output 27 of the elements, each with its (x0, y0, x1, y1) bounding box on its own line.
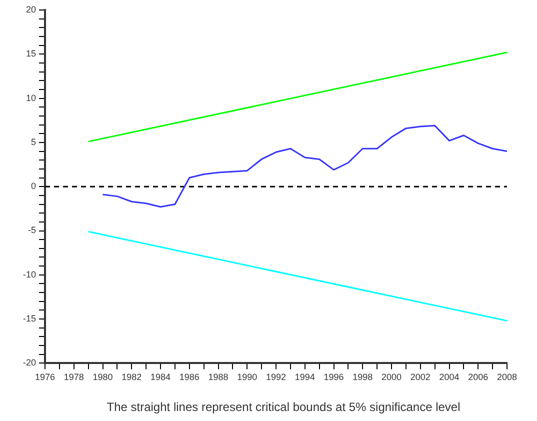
y-tick-label: 15 (26, 48, 36, 59)
x-tick-label: 1982 (122, 372, 142, 382)
y-tick-label: -5 (28, 225, 36, 236)
x-tick-label: 2004 (439, 372, 460, 382)
x-tick-label: 2002 (410, 372, 430, 382)
y-tick-label: -20 (22, 358, 36, 368)
y-tick-label: -15 (22, 314, 36, 324)
x-tick-label: 1986 (179, 372, 200, 382)
text: The straight lines represent critical bounds at 5% significance level (106, 400, 460, 414)
x-tick-label: 1984 (150, 372, 171, 382)
x-tick-label: 1990 (237, 372, 258, 382)
x-tick-label: 1996 (324, 372, 344, 382)
y-tick-label: 0 (30, 181, 36, 192)
y-tick-label: 10 (26, 92, 36, 103)
x-tick-label: 1988 (208, 372, 228, 382)
x-tick-label: 1992 (266, 372, 286, 382)
x-tick-label: 2006 (468, 372, 488, 382)
x-tick-label: 1980 (92, 372, 113, 382)
x-tick-label: 1978 (64, 372, 84, 382)
x-tick-label: 2008 (496, 372, 518, 382)
y-tick-label: 20 (26, 4, 36, 14)
x-tick-label: 1998 (352, 372, 373, 382)
x-tick-label: 1976 (34, 372, 56, 382)
y-tick-label: -10 (22, 269, 36, 280)
x-tick-label: 2000 (381, 372, 402, 382)
y-tick-label: 5 (30, 136, 36, 147)
x-tick-label: 1994 (294, 372, 315, 382)
